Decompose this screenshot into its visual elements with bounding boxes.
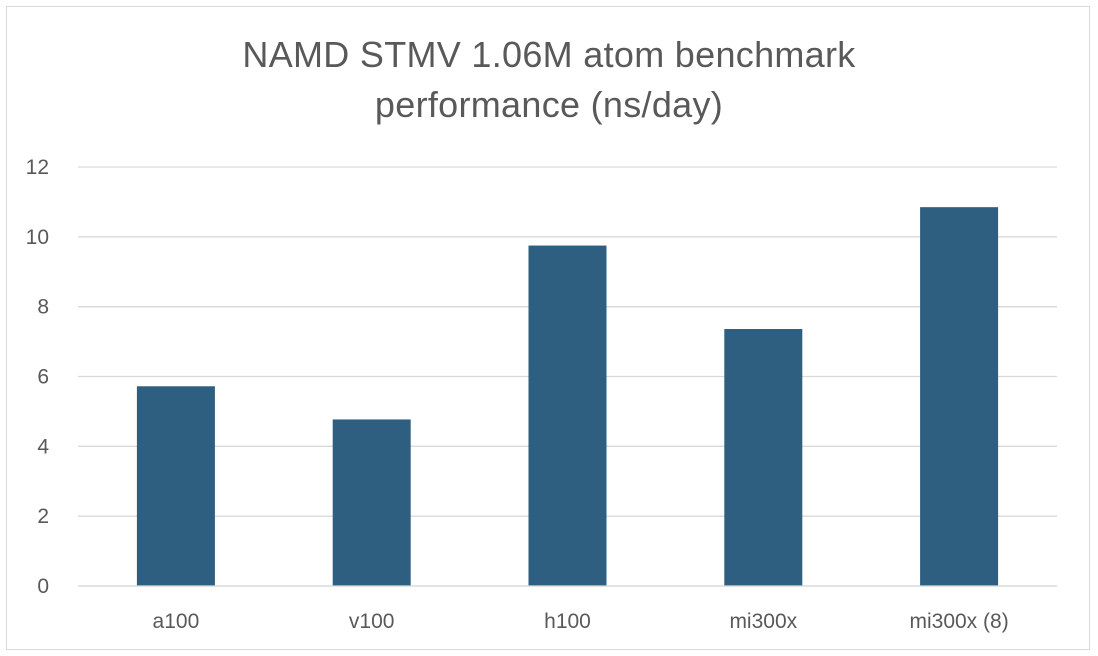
x-tick-label: a100 [153,610,200,633]
y-tick-label: 12 [26,156,49,179]
bar-mi300x [724,329,803,586]
y-tick-label: 0 [37,575,49,598]
y-tick-label: 10 [26,226,49,249]
bar-h100 [528,245,607,586]
y-tick-label: 6 [37,366,49,389]
y-tick-label: 4 [37,435,49,458]
x-tick-label: h100 [544,610,591,633]
bar-a100 [136,386,215,586]
y-tick-label: 2 [37,505,49,528]
bar-mi300x-8 [920,207,999,586]
chart-title-line-1: NAMD STMV 1.06M atom benchmark [242,34,856,75]
x-tick-label: mi300x (8) [909,610,1008,633]
chart-title-line-2: performance (ns/day) [374,84,724,125]
y-tick-label: 8 [37,296,49,319]
bar-v100 [332,419,411,586]
chart-title: NAMD STMV 1.06M atom benchmark performan… [0,30,1098,130]
x-tick-label: mi300x [729,610,797,633]
x-tick-label: v100 [349,610,395,633]
